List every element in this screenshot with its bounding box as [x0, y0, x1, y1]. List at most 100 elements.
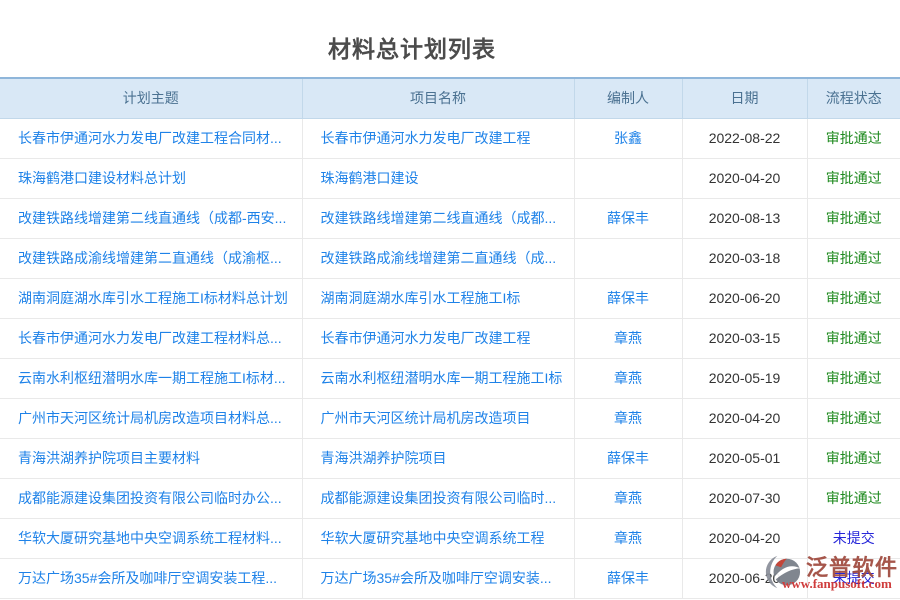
project-name-cell: 改建铁路成渝线增建第二直通线（成... [302, 238, 575, 279]
status-link[interactable]: 审批通过 [825, 210, 882, 226]
plan-subject-link[interactable]: 改建铁路线增建第二线直通线（成都-西安... [18, 210, 287, 226]
status-link[interactable]: 审批通过 [825, 490, 882, 506]
compiler-link[interactable]: 薛保丰 [607, 450, 649, 466]
date-cell: 2020-05-19 [682, 358, 808, 399]
plan-subject-cell: 成都能源建设集团投资有限公司临时办公... [0, 478, 303, 519]
project-name-link[interactable]: 长春市伊通河水力发电厂改建工程 [320, 330, 531, 346]
compiler-cell: 章燕 [574, 318, 683, 359]
plan-subject-link[interactable]: 青海洪湖养护院项目主要材料 [18, 450, 200, 466]
project-name-link[interactable]: 万达广场35#会所及咖啡厅空调安装... [320, 570, 552, 586]
project-name-link[interactable]: 珠海鹤港口建设 [320, 170, 419, 186]
compiler-link[interactable]: 章燕 [614, 530, 642, 546]
project-name-cell: 珠海鹤港口建设 [302, 158, 575, 199]
status-cell: 审批通过 [807, 118, 900, 159]
plan-subject-link[interactable]: 改建铁路成渝线增建第二直通线（成渝枢... [18, 250, 282, 266]
compiler-link[interactable]: 章燕 [614, 370, 642, 386]
project-name-cell: 广州市天河区统计局机房改造项目 [302, 398, 575, 439]
compiler-cell: 薛保丰 [574, 438, 683, 479]
status-link[interactable]: 审批通过 [825, 170, 882, 186]
compiler-cell [574, 158, 683, 199]
plan-subject-link[interactable]: 华软大厦研究基地中央空调系统工程材料... [18, 530, 282, 546]
plan-subject-link[interactable]: 珠海鹤港口建设材料总计划 [18, 170, 186, 186]
column-header-flow-status: 流程状态 [807, 77, 900, 119]
table-row: 珠海鹤港口建设材料总计划 珠海鹤港口建设 2020-04-20 审批通过 [0, 158, 900, 199]
status-link[interactable]: 审批通过 [825, 450, 882, 466]
compiler-link[interactable]: 章燕 [614, 490, 642, 506]
date-cell: 2020-03-18 [682, 238, 808, 279]
table-body: 长春市伊通河水力发电厂改建工程合同材... 长春市伊通河水力发电厂改建工程 张鑫… [0, 118, 900, 599]
compiler-cell: 张鑫 [574, 118, 683, 159]
compiler-cell: 薛保丰 [574, 558, 683, 599]
project-name-link[interactable]: 成都能源建设集团投资有限公司临时... [320, 490, 557, 506]
project-name-cell: 华软大厦研究基地中央空调系统工程 [302, 518, 575, 559]
compiler-link[interactable]: 薛保丰 [607, 570, 649, 586]
compiler-cell: 章燕 [574, 398, 683, 439]
table-row: 万达广场35#会所及咖啡厅空调安装工程... 万达广场35#会所及咖啡厅空调安装… [0, 558, 900, 599]
status-link[interactable]: 未提交 [832, 530, 875, 546]
table-row: 湖南洞庭湖水库引水工程施工I标材料总计划 湖南洞庭湖水库引水工程施工I标 薛保丰… [0, 278, 900, 319]
table-row: 改建铁路线增建第二线直通线（成都-西安... 改建铁路线增建第二线直通线（成都.… [0, 198, 900, 239]
project-name-cell: 湖南洞庭湖水库引水工程施工I标 [302, 278, 575, 319]
date-cell: 2022-08-22 [682, 118, 808, 159]
status-link[interactable]: 未提交 [832, 570, 875, 586]
project-name-cell: 成都能源建设集团投资有限公司临时... [302, 478, 575, 519]
status-cell: 未提交 [807, 518, 900, 559]
plan-subject-cell: 珠海鹤港口建设材料总计划 [0, 158, 303, 199]
compiler-cell [574, 238, 683, 279]
plan-subject-link[interactable]: 广州市天河区统计局机房改造项目材料总... [18, 410, 282, 426]
compiler-link[interactable]: 章燕 [614, 330, 642, 346]
status-cell: 审批通过 [807, 318, 900, 359]
project-name-cell: 万达广场35#会所及咖啡厅空调安装... [302, 558, 575, 599]
project-name-link[interactable]: 湖南洞庭湖水库引水工程施工I标 [320, 290, 521, 306]
table-row: 成都能源建设集团投资有限公司临时办公... 成都能源建设集团投资有限公司临时..… [0, 478, 900, 519]
project-name-link[interactable]: 广州市天河区统计局机房改造项目 [320, 410, 531, 426]
plan-subject-link[interactable]: 万达广场35#会所及咖啡厅空调安装工程... [18, 570, 278, 586]
date-cell: 2020-03-15 [682, 318, 808, 359]
project-name-link[interactable]: 改建铁路成渝线增建第二直通线（成... [320, 250, 557, 266]
status-cell: 审批通过 [807, 238, 900, 279]
status-cell: 审批通过 [807, 398, 900, 439]
status-link[interactable]: 审批通过 [825, 130, 882, 146]
plan-subject-link[interactable]: 长春市伊通河水力发电厂改建工程合同材... [18, 130, 282, 146]
project-name-cell: 改建铁路线增建第二线直通线（成都... [302, 198, 575, 239]
date-cell: 2020-04-20 [682, 158, 808, 199]
compiler-cell: 薛保丰 [574, 198, 683, 239]
status-link[interactable]: 审批通过 [825, 370, 882, 386]
compiler-link[interactable]: 薛保丰 [607, 290, 649, 306]
plan-subject-cell: 长春市伊通河水力发电厂改建工程合同材... [0, 118, 303, 159]
project-name-cell: 长春市伊通河水力发电厂改建工程 [302, 118, 575, 159]
plan-subject-link[interactable]: 湖南洞庭湖水库引水工程施工I标材料总计划 [18, 290, 288, 306]
compiler-link[interactable]: 张鑫 [614, 130, 642, 146]
plan-subject-link[interactable]: 成都能源建设集团投资有限公司临时办公... [18, 490, 282, 506]
plan-subject-link[interactable]: 云南水利枢纽潜明水库一期工程施工I标材... [18, 370, 286, 386]
status-cell: 未提交 [807, 558, 900, 599]
project-name-link[interactable]: 云南水利枢纽潜明水库一期工程施工I标 [320, 370, 563, 386]
project-name-cell: 长春市伊通河水力发电厂改建工程 [302, 318, 575, 359]
table-header-row: 计划主题 项目名称 编制人 日期 流程状态 [0, 77, 900, 119]
project-name-cell: 青海洪湖养护院项目 [302, 438, 575, 479]
status-cell: 审批通过 [807, 158, 900, 199]
compiler-link[interactable]: 薛保丰 [607, 210, 649, 226]
plan-subject-link[interactable]: 长春市伊通河水力发电厂改建工程材料总... [18, 330, 282, 346]
date-cell: 2020-04-20 [682, 518, 808, 559]
compiler-cell: 章燕 [574, 358, 683, 399]
column-header-plan-subject: 计划主题 [0, 77, 303, 119]
project-name-link[interactable]: 长春市伊通河水力发电厂改建工程 [320, 130, 531, 146]
plan-subject-cell: 湖南洞庭湖水库引水工程施工I标材料总计划 [0, 278, 303, 319]
status-link[interactable]: 审批通过 [825, 250, 882, 266]
status-link[interactable]: 审批通过 [825, 290, 882, 306]
page-title: 材料总计划列表 [328, 36, 496, 62]
project-name-link[interactable]: 改建铁路线增建第二线直通线（成都... [320, 210, 557, 226]
plan-subject-cell: 广州市天河区统计局机房改造项目材料总... [0, 398, 303, 439]
plan-subject-cell: 华软大厦研究基地中央空调系统工程材料... [0, 518, 303, 559]
compiler-link[interactable]: 章燕 [614, 410, 642, 426]
status-cell: 审批通过 [807, 358, 900, 399]
date-cell: 2020-06-20 [682, 558, 808, 599]
status-link[interactable]: 审批通过 [825, 330, 882, 346]
status-link[interactable]: 审批通过 [825, 410, 882, 426]
column-header-project-name: 项目名称 [302, 77, 575, 119]
project-name-link[interactable]: 华软大厦研究基地中央空调系统工程 [320, 530, 545, 546]
table-row: 长春市伊通河水力发电厂改建工程材料总... 长春市伊通河水力发电厂改建工程 章燕… [0, 318, 900, 359]
project-name-link[interactable]: 青海洪湖养护院项目 [320, 450, 447, 466]
table-row: 长春市伊通河水力发电厂改建工程合同材... 长春市伊通河水力发电厂改建工程 张鑫… [0, 118, 900, 159]
